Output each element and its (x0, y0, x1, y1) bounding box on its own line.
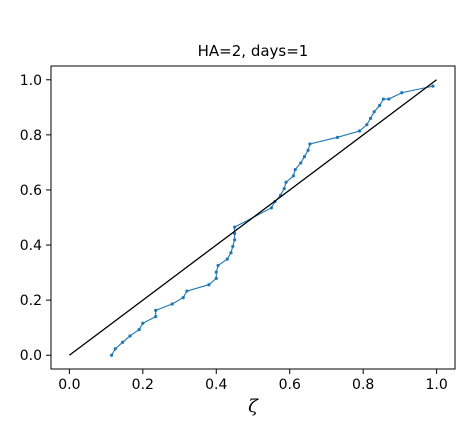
series-1-point (110, 353, 114, 357)
axes-frame (50, 65, 456, 370)
series-1-point (121, 340, 125, 344)
series-1-point (306, 148, 310, 152)
series-1-line (111, 85, 434, 356)
series-1-point (302, 155, 307, 159)
series-1-point (181, 296, 185, 300)
series-2-line (68, 79, 438, 356)
series-1-point (229, 251, 233, 255)
series-1-point (154, 308, 158, 312)
series-1-point (308, 142, 312, 146)
y-tick-label: 0.6 (20, 183, 42, 199)
series-1-point (291, 174, 295, 178)
series-1-point (231, 244, 235, 249)
y-tick-label: 0.4 (20, 238, 42, 254)
y-tick-label: 0.0 (20, 348, 42, 364)
axes: 0.0 0.2 0.4 0.6 0.8 1.0 0.0 0.2 0.4 0.6 0.8 1.0 (20, 65, 456, 393)
series-1-point (400, 91, 404, 95)
series-1-point (368, 116, 373, 120)
plot-area (68, 79, 438, 357)
series-1-point (170, 302, 174, 306)
series-1-point (293, 167, 297, 172)
series-1-point (431, 84, 435, 88)
series-1-point (381, 97, 385, 101)
series-1-point (365, 123, 369, 127)
series-1-point (216, 263, 220, 268)
chart-title: HA=2, days=1 (198, 42, 309, 60)
series-1-point (185, 289, 189, 293)
series-1-point (378, 103, 382, 107)
y-tick-label: 0.2 (20, 293, 42, 309)
series-1-point (154, 315, 158, 319)
series-1-point (137, 328, 141, 332)
series-1-point (141, 321, 145, 325)
series-1-point (113, 347, 117, 351)
series-1-point (233, 225, 237, 229)
y-tick-label: 1.0 (20, 73, 42, 89)
x-axis-label: ζ (248, 396, 259, 417)
series-1-point (284, 180, 288, 184)
series-1-point (214, 270, 218, 274)
x-tick-label: 0.6 (279, 377, 301, 393)
series-1-point (387, 97, 391, 101)
series-1-point (207, 283, 211, 287)
x-tick-label: 0.2 (132, 377, 154, 393)
series-1-point (233, 238, 237, 242)
series-1-point (282, 186, 286, 191)
series-1-point (214, 276, 218, 280)
series-1-point (372, 110, 376, 114)
series-1-point (225, 257, 229, 261)
x-tick-label: 0.0 (58, 377, 80, 393)
x-tick-label: 1.0 (426, 377, 448, 393)
x-tick-label: 0.4 (205, 377, 227, 393)
series-1-point (269, 206, 273, 210)
series-1-point (128, 334, 132, 338)
series-1-point (357, 129, 362, 133)
series-1-point (335, 135, 340, 139)
x-tick-label: 0.8 (352, 377, 374, 393)
y-tick-label: 0.8 (20, 128, 42, 144)
series-1-point (299, 161, 303, 165)
